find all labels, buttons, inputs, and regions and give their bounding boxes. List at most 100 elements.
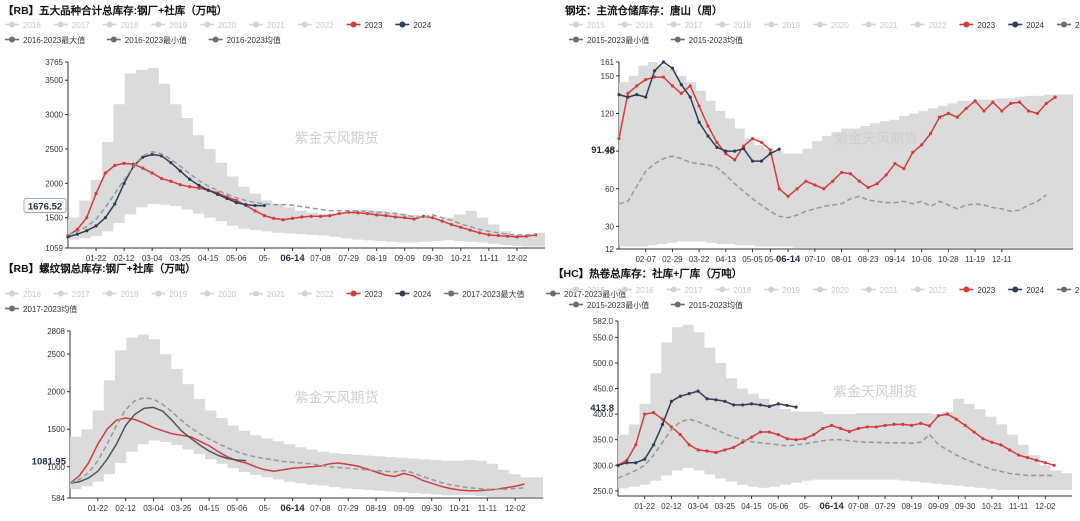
series-line xyxy=(67,150,536,236)
legend-item: 2015-2023均值 xyxy=(670,300,743,310)
series-point xyxy=(253,203,257,208)
legend-item: 2021 xyxy=(861,21,898,30)
x-tick-label: 08-19 xyxy=(366,254,387,263)
series-point xyxy=(776,432,780,437)
legend-swatch-dot xyxy=(155,21,162,28)
series-point xyxy=(421,214,426,218)
legend-item: 2017-2023最大值 xyxy=(444,289,524,299)
series-point xyxy=(857,179,861,183)
legend-swatch-dot xyxy=(768,21,775,28)
legend-label: 2015-2023最小值 xyxy=(587,35,649,45)
series-point xyxy=(697,120,701,124)
legend-label: 2016-2023均值 xyxy=(227,35,281,45)
legend-swatch-dot xyxy=(817,286,823,293)
legend-label: 2015-2023最大值 xyxy=(1075,20,1080,30)
legend-swatch-dot xyxy=(301,21,308,28)
chart-hc: 【HC】热卷总库存：社库+厂库（万吨） 2015 2016 2017 2018 2019 2… xyxy=(553,267,1080,512)
x-tick-label: 11-19 xyxy=(965,255,985,264)
y-tick-label: 2500 xyxy=(47,350,65,359)
series-point xyxy=(635,93,639,97)
legend-label: 2021 xyxy=(267,290,285,299)
legend-swatch-dot xyxy=(865,286,872,293)
series-point xyxy=(653,69,657,73)
x-tick-label: 10-21 xyxy=(451,254,472,263)
x-tick-label: 03-22 xyxy=(689,255,710,264)
legend-item: 2017-2023最小值 xyxy=(546,289,626,299)
series-point xyxy=(786,194,790,198)
series-point xyxy=(431,216,435,220)
legend-swatch-dot xyxy=(1012,286,1019,293)
series-point xyxy=(644,95,648,99)
legend-label: 2019 xyxy=(782,286,800,295)
series-2023 xyxy=(617,75,1057,198)
series-point xyxy=(617,136,621,141)
watermark: 紫金天风期货 xyxy=(833,384,917,400)
legend-swatch-dot xyxy=(573,301,579,308)
legend-label: 2016 xyxy=(23,290,41,299)
legend-item: 2024 xyxy=(1008,21,1045,30)
series-point xyxy=(732,403,736,407)
series-point xyxy=(1025,456,1030,460)
legend-label: 2015 xyxy=(587,286,605,295)
legend-swatch-dot xyxy=(670,21,677,28)
series-point xyxy=(946,111,950,116)
legend-swatch-dot xyxy=(110,36,117,43)
legend-item: 2023 xyxy=(959,286,996,295)
series-point xyxy=(290,216,295,220)
series-point xyxy=(617,93,621,97)
y-tick-label: 3000 xyxy=(45,111,63,120)
series-point xyxy=(113,202,117,206)
x-tick-label: 02-07 xyxy=(635,255,656,264)
series-point xyxy=(113,163,117,168)
series-point xyxy=(253,209,257,213)
series-line xyxy=(618,155,1047,219)
series-2024 xyxy=(617,60,781,163)
series-point xyxy=(309,214,313,218)
legend-swatch-dot xyxy=(1061,286,1067,293)
chart-title: 【HC】热卷总库存：社库+厂库（万吨） xyxy=(553,267,742,280)
series-2015-2023均值 xyxy=(617,418,1055,479)
series-point xyxy=(705,449,709,453)
legend-swatch-dot xyxy=(865,21,872,28)
series-point xyxy=(281,218,285,222)
chart-billet: 钢坯：主流仓储库存：唐山（周） 2015 2016 2017 2018 2019 2020 2… xyxy=(565,4,1080,265)
series-point xyxy=(813,183,817,187)
series-point xyxy=(981,437,985,441)
legend-label: 2016 xyxy=(636,286,654,295)
series-point xyxy=(758,403,763,407)
series-point xyxy=(187,185,192,189)
series-point xyxy=(749,435,754,439)
series-point xyxy=(365,211,369,216)
series-point xyxy=(910,423,914,427)
series-point xyxy=(955,115,959,119)
legend-item: 2015-2023最小值 xyxy=(569,35,649,45)
series-point xyxy=(468,228,472,232)
legend-item: 2017 xyxy=(666,286,703,295)
chart-title: 【RB】五大品种合计总库存:钢厂+社库（万吨） xyxy=(3,4,227,17)
legend-item: 2015 xyxy=(569,286,605,295)
legend-label: 2018 xyxy=(121,290,139,299)
series-point xyxy=(767,404,771,409)
legend-label: 2015 xyxy=(587,21,605,30)
x-tick-label: 03-04 xyxy=(142,254,163,263)
series-point xyxy=(1053,95,1057,99)
series-point xyxy=(776,402,780,406)
x-tick-label: 08-19 xyxy=(902,502,923,511)
series-point xyxy=(804,179,808,183)
x-tick-label: 11-11 xyxy=(1009,502,1029,511)
legend-item: 2021 xyxy=(861,286,898,295)
series-point xyxy=(234,200,238,205)
legend-item: 2022 xyxy=(297,290,334,299)
series-point xyxy=(1044,101,1048,106)
series-point xyxy=(515,235,519,239)
series-point xyxy=(300,215,304,219)
series-point xyxy=(652,443,656,447)
series-point xyxy=(679,91,683,95)
legend-label: 2021 xyxy=(267,21,285,30)
series-point xyxy=(653,75,657,79)
series-point xyxy=(777,147,781,151)
series-2016-2023均值 xyxy=(67,150,536,236)
legend-swatch-dot xyxy=(674,301,681,308)
series-2023 xyxy=(616,410,1056,467)
